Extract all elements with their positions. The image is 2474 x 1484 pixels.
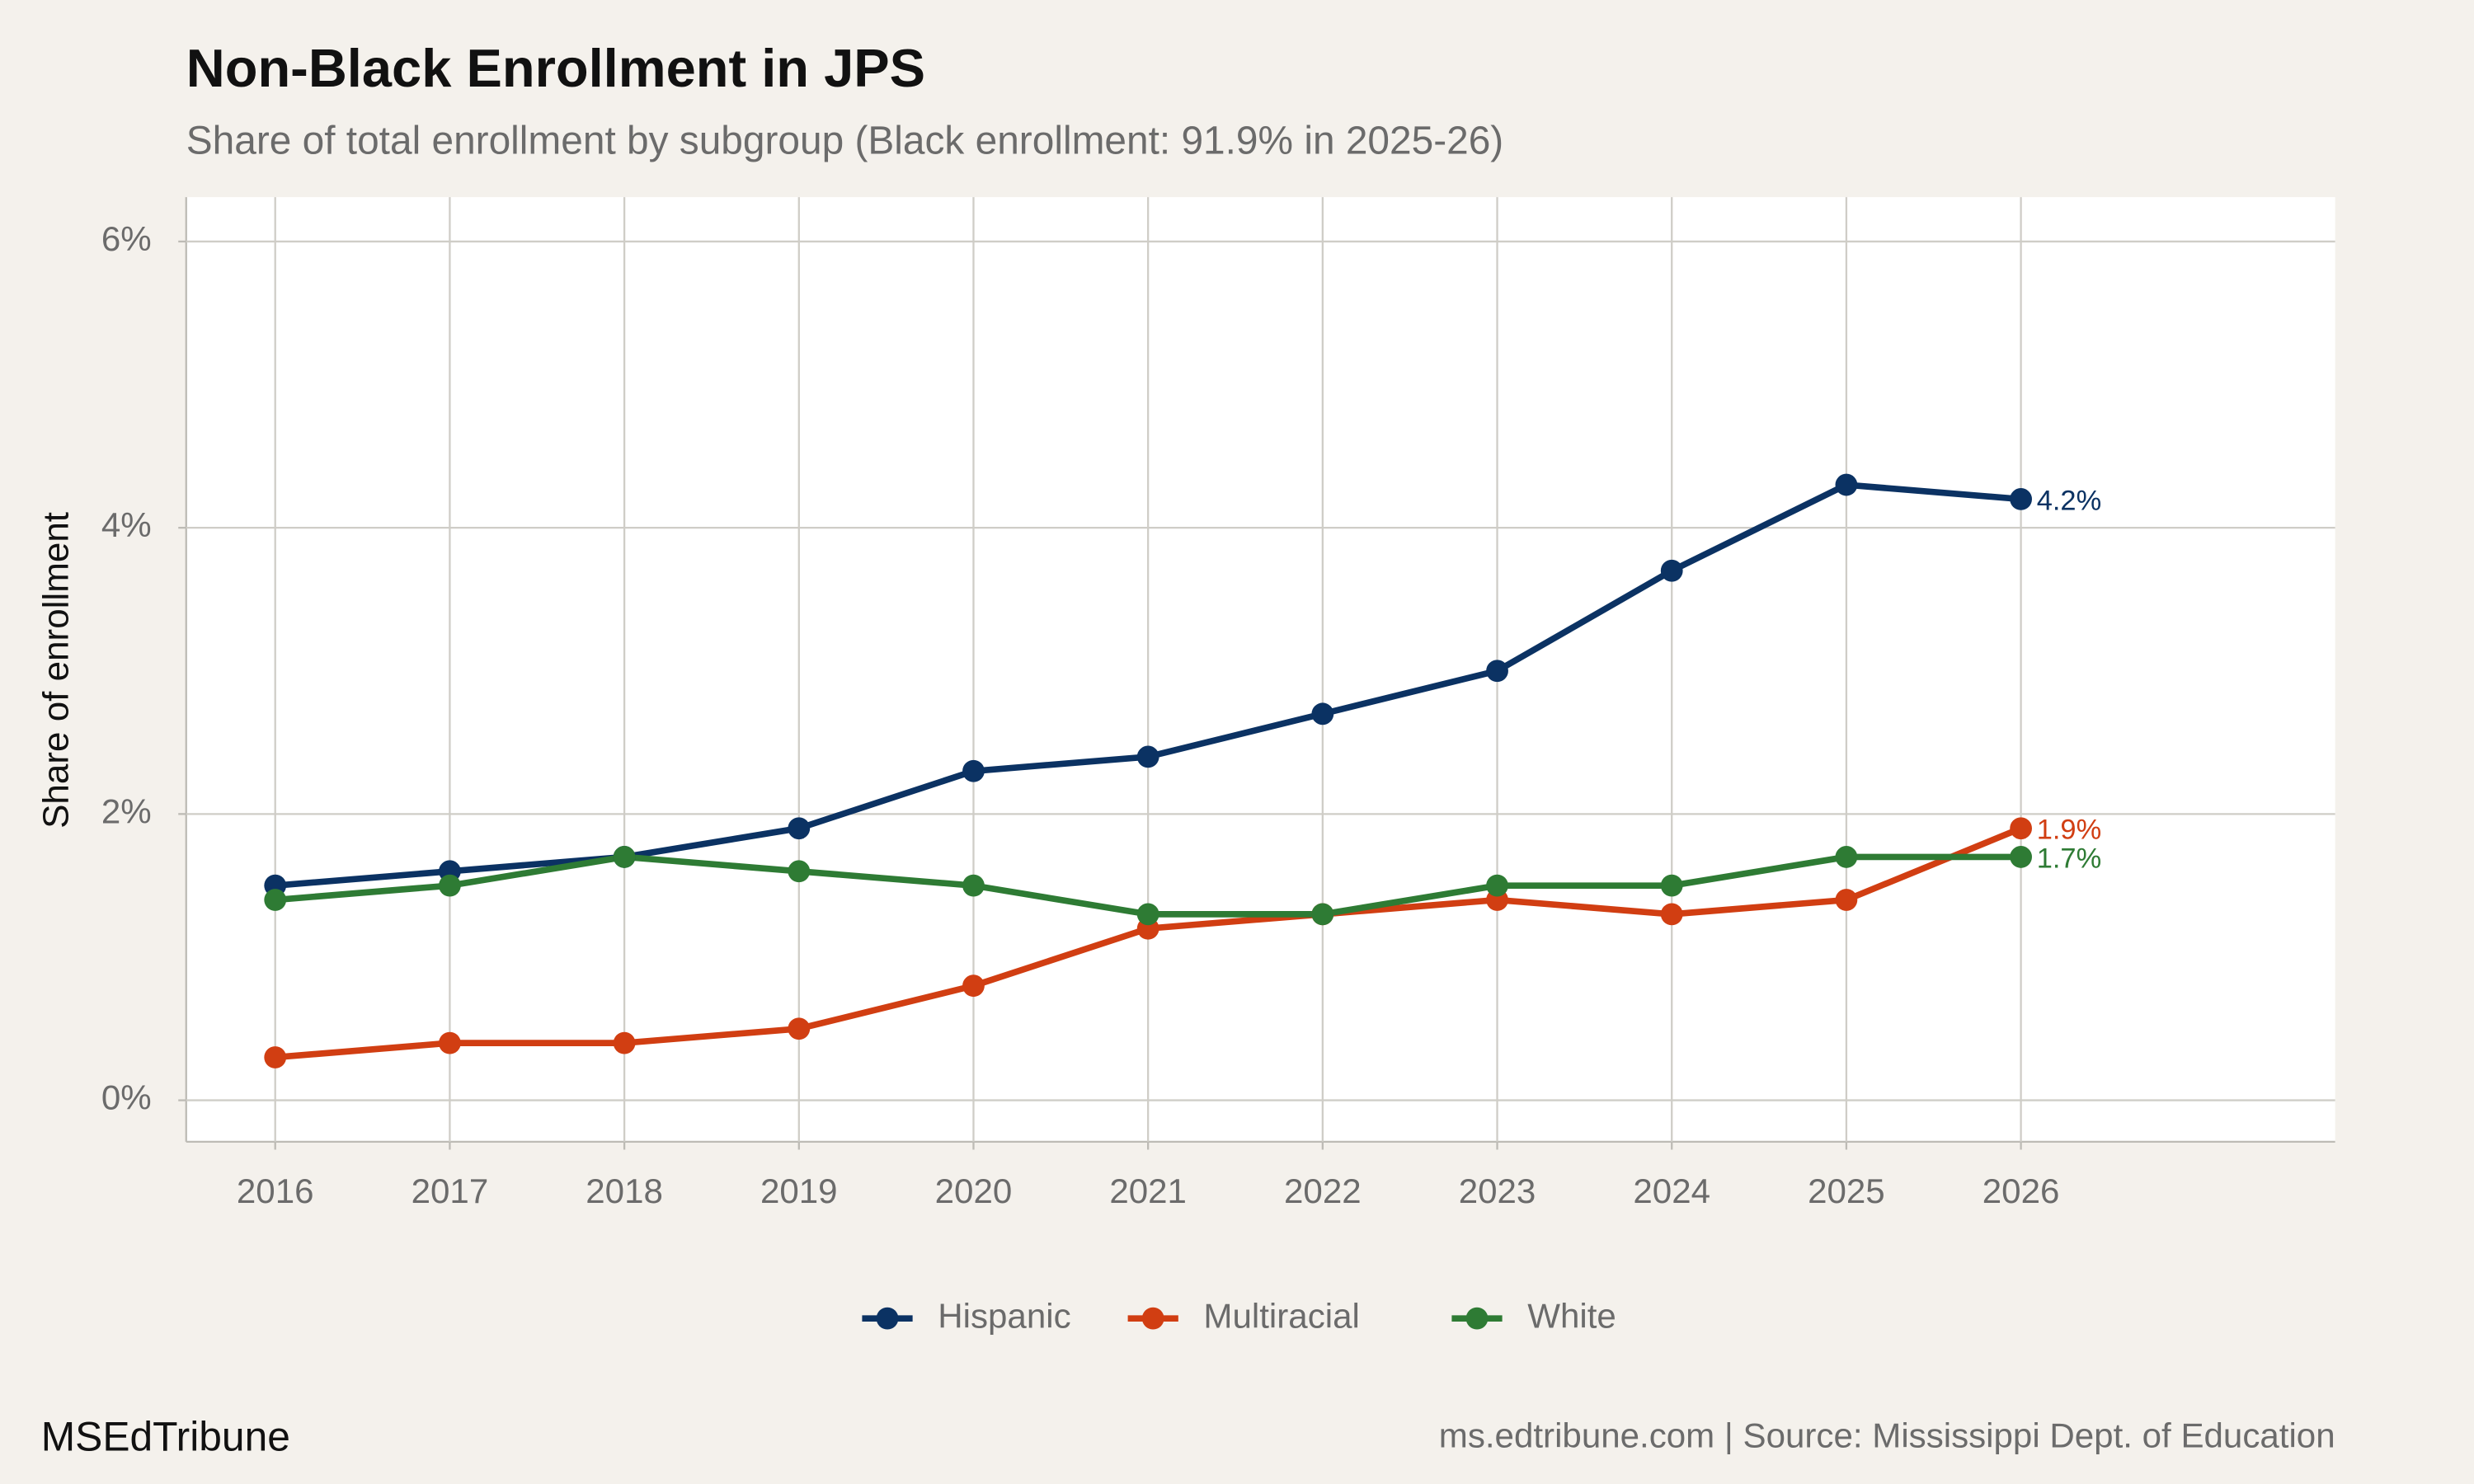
data-point [439, 874, 461, 897]
value-label: 1.7% [2037, 843, 2101, 874]
data-point [1660, 559, 1683, 582]
data-point [439, 1031, 461, 1054]
chart-subtitle: Share of total enrollment by subgroup (B… [186, 120, 1503, 163]
data-point [962, 874, 985, 897]
x-tick-label: 2016 [237, 1172, 314, 1210]
data-point [2010, 817, 2032, 840]
caption-right: ms.edtribune.com | Source: Mississippi D… [1439, 1416, 2335, 1455]
data-point [1311, 702, 1334, 726]
x-tick-label: 2022 [1284, 1172, 1362, 1210]
x-tick-label: 2017 [412, 1172, 489, 1210]
y-tick-label: 2% [101, 791, 152, 830]
data-point [962, 759, 985, 782]
legend-swatch-point [1141, 1307, 1164, 1330]
x-tick-label: 2021 [1109, 1172, 1187, 1210]
x-tick-label: 2023 [1459, 1172, 1536, 1210]
y-tick-label: 6% [101, 219, 152, 258]
chart-title: Non-Black Enrollment in JPS [186, 38, 925, 98]
x-tick-label: 2020 [935, 1172, 1013, 1210]
value-label: 4.2% [2037, 485, 2101, 516]
plot-panel [186, 197, 2335, 1142]
value-label: 1.9% [2037, 815, 2101, 846]
legend-swatch-point [876, 1307, 899, 1330]
data-point [1835, 473, 1858, 496]
legend-label: Hispanic [938, 1296, 1070, 1335]
legend-label: White [1527, 1296, 1616, 1335]
data-point [1136, 903, 1159, 926]
data-point [1835, 889, 1858, 911]
data-point [788, 1017, 811, 1040]
data-point [1486, 660, 1508, 683]
data-point [2010, 488, 2032, 510]
data-point [1136, 745, 1159, 768]
data-point [788, 860, 811, 883]
data-point [962, 974, 985, 998]
legend-swatch-point [1465, 1307, 1489, 1330]
data-point [613, 1031, 636, 1054]
data-point [264, 889, 287, 911]
data-point [788, 817, 811, 840]
caption-left: MSEdTribune [41, 1414, 290, 1460]
x-tick-label: 2018 [586, 1172, 663, 1210]
y-axis-label: Share of enrollment [35, 512, 76, 829]
data-point [1835, 846, 1858, 868]
y-tick-label: 0% [101, 1078, 152, 1117]
x-tick-label: 2024 [1633, 1172, 1710, 1210]
y-tick-label: 4% [101, 505, 152, 544]
data-point [1311, 903, 1334, 926]
legend-label: Multiracial [1203, 1296, 1359, 1335]
data-point [2010, 846, 2032, 868]
data-point [613, 846, 636, 868]
x-tick-label: 2019 [760, 1172, 838, 1210]
data-point [1660, 903, 1683, 926]
data-point [1486, 874, 1508, 897]
data-point [264, 1046, 287, 1068]
x-tick-label: 2026 [1982, 1172, 2060, 1210]
x-tick-label: 2025 [1808, 1172, 1885, 1210]
data-point [1660, 874, 1683, 897]
